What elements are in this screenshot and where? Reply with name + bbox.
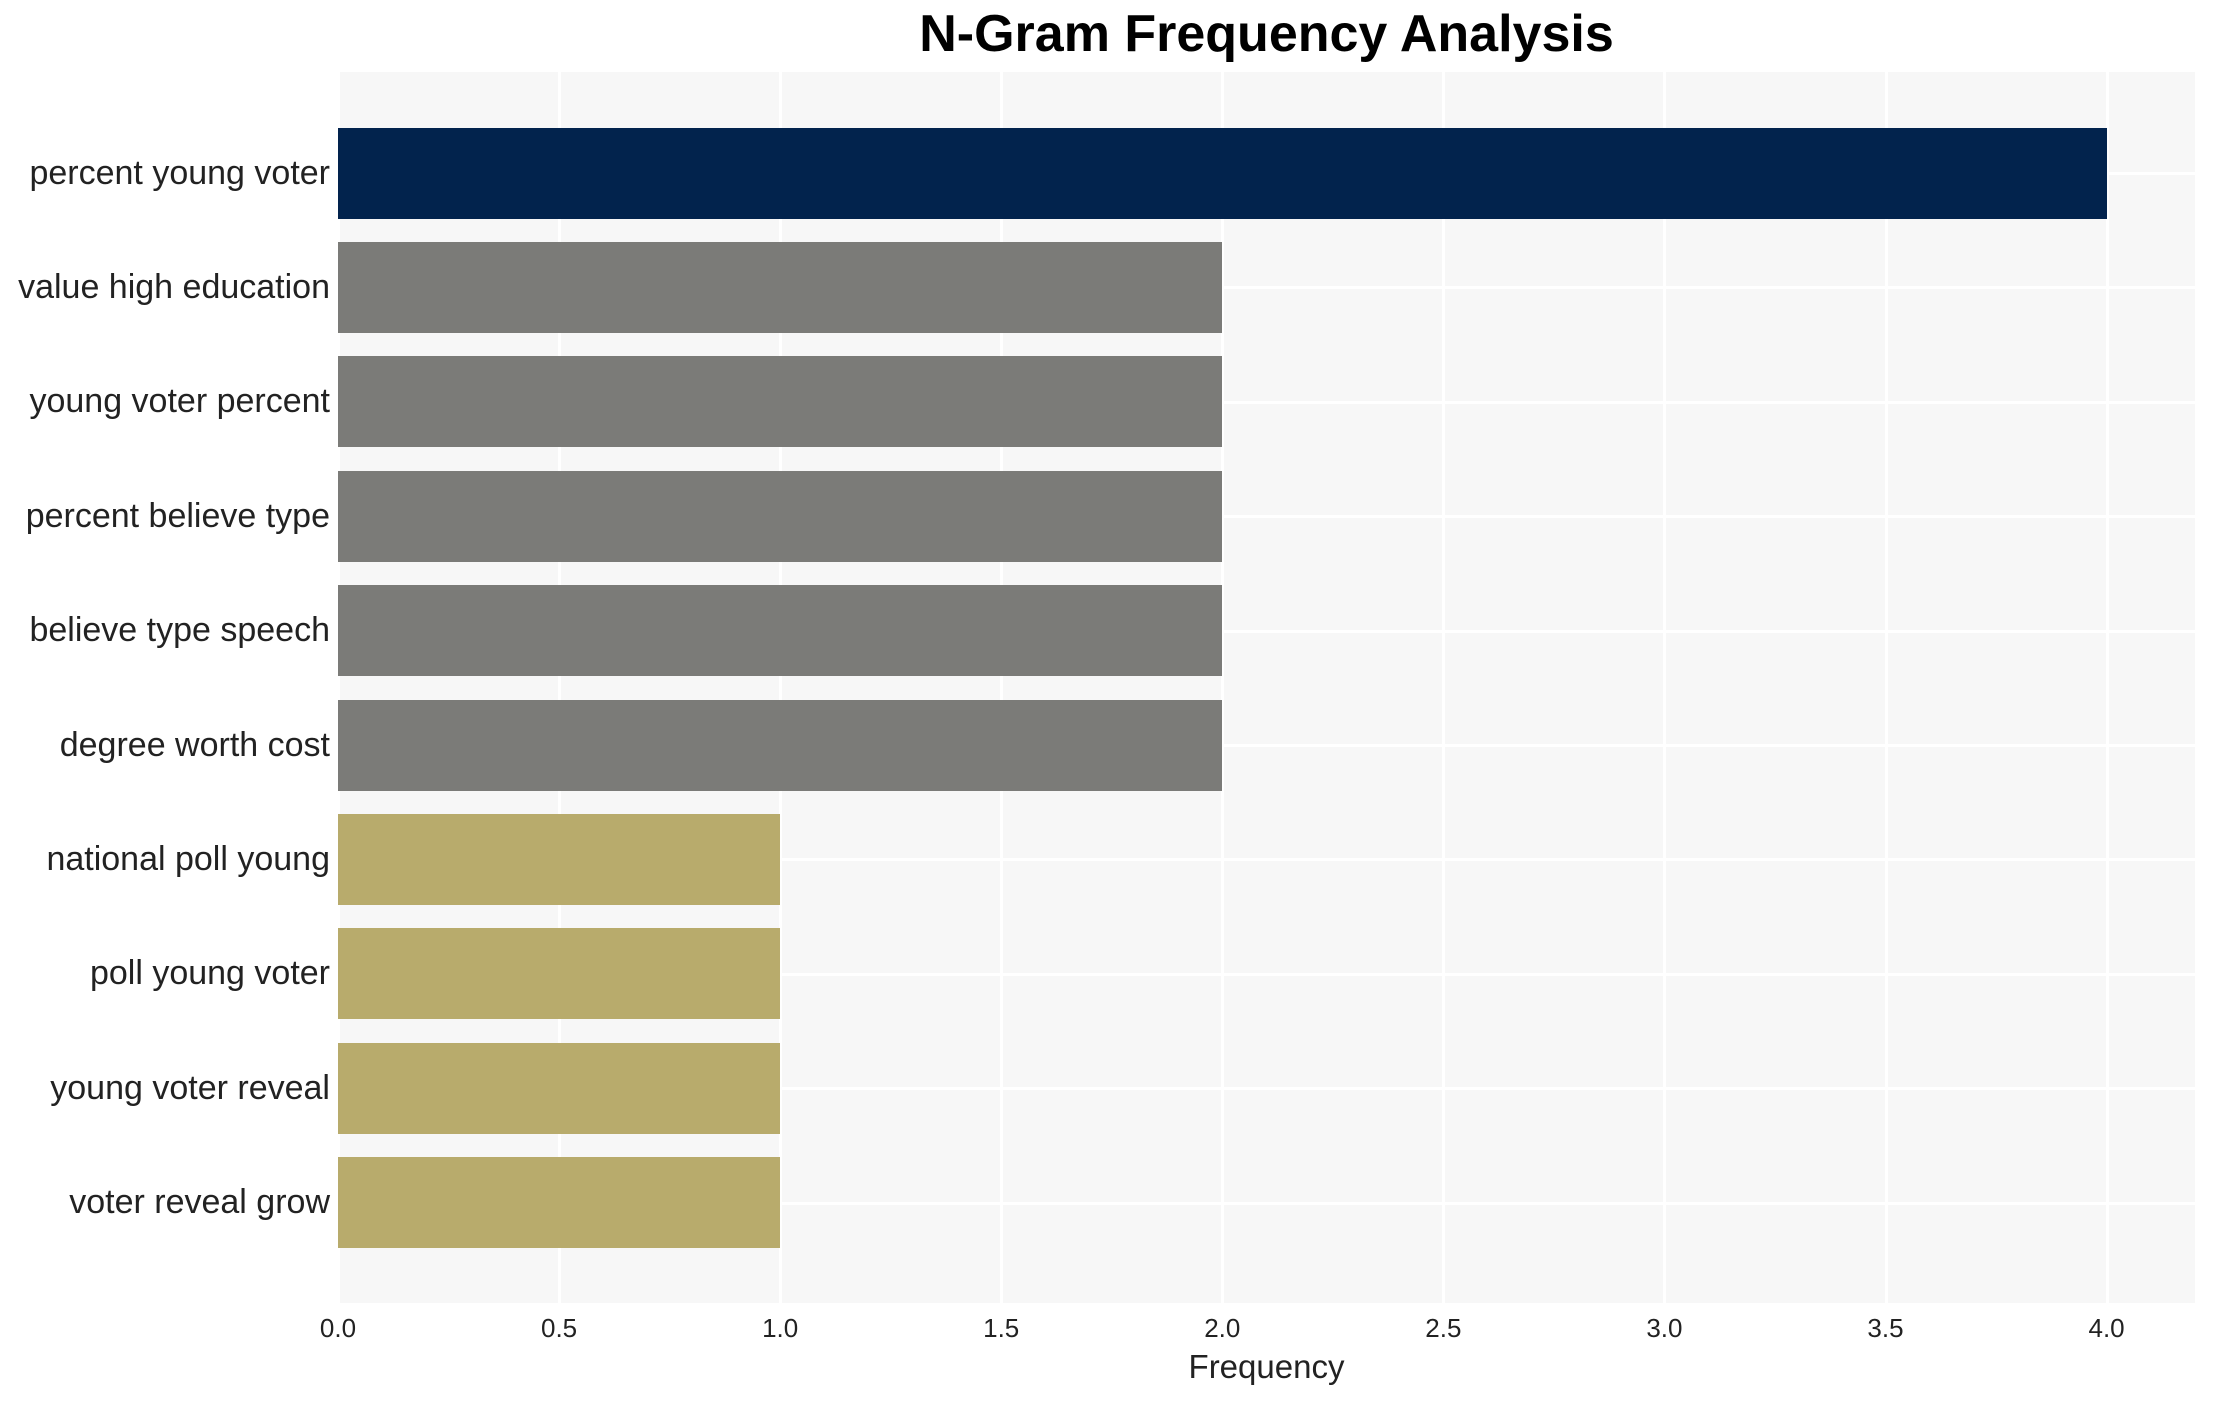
y-tick-label: value high education: [18, 267, 330, 306]
y-tick-label: voter reveal grow: [69, 1183, 330, 1222]
x-tick-label: 1.0: [762, 1313, 799, 1343]
gridline-x: [1884, 72, 1888, 1303]
gridline-x: [1663, 72, 1667, 1303]
bar-believe-type-speech: [338, 585, 1223, 677]
gridline-y: [338, 1201, 2195, 1205]
gridline-x: [337, 72, 340, 1303]
bar-young-voter-percent: [338, 356, 1223, 448]
x-tick-label: 0.5: [540, 1313, 578, 1343]
bar-value-high-education: [338, 241, 1223, 333]
bar-percent-believe-type: [338, 470, 1223, 562]
x-axis-label: Frequency: [1188, 1348, 1345, 1385]
x-tick-label: 3.0: [1646, 1313, 1683, 1343]
gridline-y: [338, 629, 2195, 633]
gridline-x: [779, 72, 783, 1303]
gridline-x: [1221, 72, 1225, 1303]
y-tick-label: national poll young: [46, 839, 330, 878]
y-tick-label: young voter percent: [29, 382, 330, 421]
y-tick-label: percent young voter: [29, 153, 330, 192]
gridline-y: [338, 972, 2195, 976]
gridline-x: [558, 72, 562, 1303]
x-tick-label: 3.5: [1867, 1313, 1904, 1343]
y-tick-label: young voter reveal: [50, 1068, 330, 1107]
gridline-y: [338, 400, 2195, 404]
gridline-y: [338, 515, 2195, 519]
x-tick-label: 1.5: [983, 1313, 1020, 1343]
gridline-x: [1000, 72, 1004, 1303]
bar-young-voter-reveal: [338, 1042, 781, 1134]
x-tick-label: 2.0: [1204, 1313, 1241, 1343]
y-tick-label: percent believe type: [25, 496, 330, 535]
x-tick-label: 2.5: [1425, 1313, 1462, 1343]
gridline-y: [338, 858, 2195, 862]
chart-title: N-Gram Frequency Analysis: [919, 5, 1614, 63]
x-tick-label: 4.0: [2088, 1313, 2125, 1343]
gridline-y: [338, 1087, 2195, 1091]
y-tick-label: poll young voter: [89, 954, 330, 993]
gridline-x: [1442, 72, 1446, 1303]
bar-voter-reveal-grow: [338, 1157, 781, 1249]
bar-percent-young-voter: [338, 127, 2107, 219]
bar-national-poll-young: [338, 813, 781, 905]
gridline-y: [338, 286, 2195, 290]
y-tick-label: believe type speech: [29, 611, 330, 650]
gridline-x: [2105, 72, 2109, 1303]
bar-poll-young-voter: [338, 928, 781, 1020]
gridline-y: [338, 744, 2195, 747]
x-tick-label: 0.0: [319, 1313, 357, 1343]
plot-area: [337, 72, 2195, 1303]
bar-degree-worth-cost: [338, 699, 1223, 791]
y-tick-label: degree worth cost: [59, 725, 330, 764]
